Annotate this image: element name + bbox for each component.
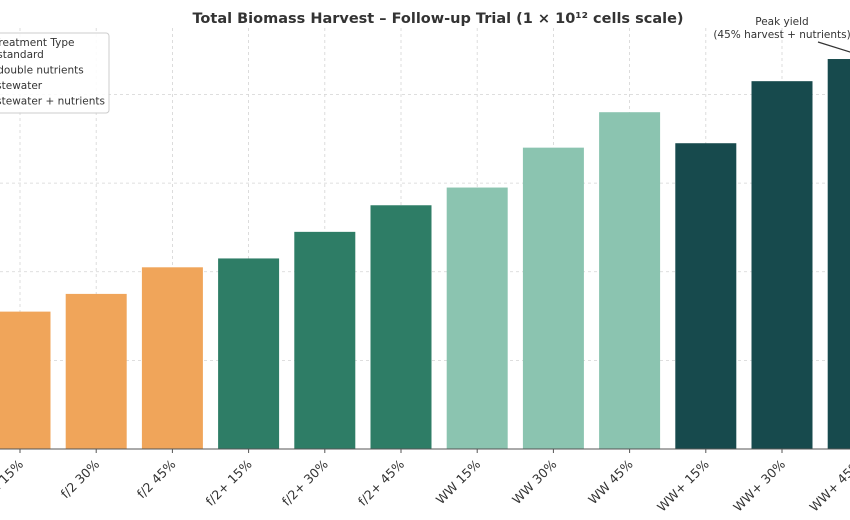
legend-entry-label: f/2 double nutrients [0,65,84,77]
legend-entry-label: f/2 standard [0,49,44,61]
x-tick-label: f/2 45% [134,456,179,501]
bar-ww-15- [446,187,508,449]
annotation-text: (45% harvest + nutrients) [713,29,850,41]
legend-entry-label: Wastewater [0,80,43,92]
legend-box [0,32,110,114]
annotation-arrow [817,41,850,53]
peak-annotation: Peak yield(45% harvest + nutrients) [713,16,850,53]
bar-f-2-15- [0,311,51,449]
x-tick-label: WW+ 45% [806,456,850,514]
x-tick-label: WW 45% [585,456,636,507]
bar-ww-45- [827,59,850,449]
bar-ww-30- [751,81,813,449]
bar-f-2-30- [294,231,356,449]
bar-f-2-45- [141,267,203,449]
x-tick-label: f/2+ 15% [203,456,255,508]
legend: Treatment Typef/2 standard f/2 double nut… [0,32,110,114]
x-axis: f/2 15% f/2 30% f/2 45% f/2+ 15% f/2+ 30% f/2… [0,448,850,514]
x-tick-label: WW+ 30% [730,456,788,514]
bar-ww-30- [522,147,584,449]
x-tick-label: WW 15% [433,456,484,507]
bar-f-2-30- [65,293,127,449]
chart-title: Total Biomass Harvest – Follow-up Trial … [192,11,683,27]
x-tick-label: f/2+ 30% [279,456,331,508]
x-tick-label: WW 30% [509,456,560,507]
bar-ww-45- [599,112,661,449]
bars [0,59,850,449]
x-tick-label: f/2 30% [58,456,103,501]
x-tick-label: WW+ 15% [654,456,712,514]
annotation-text: Peak yield [755,16,808,28]
x-tick-label: f/2+ 45% [355,456,407,508]
legend-title: Treatment Type [0,37,74,49]
bar-f-2-15- [218,258,280,449]
bar-f-2-45- [370,205,432,449]
bar-ww-15- [675,143,737,449]
legend-entry-label: Wastewater + nutrients [0,96,105,108]
x-tick-label: f/2 15% [0,456,26,501]
